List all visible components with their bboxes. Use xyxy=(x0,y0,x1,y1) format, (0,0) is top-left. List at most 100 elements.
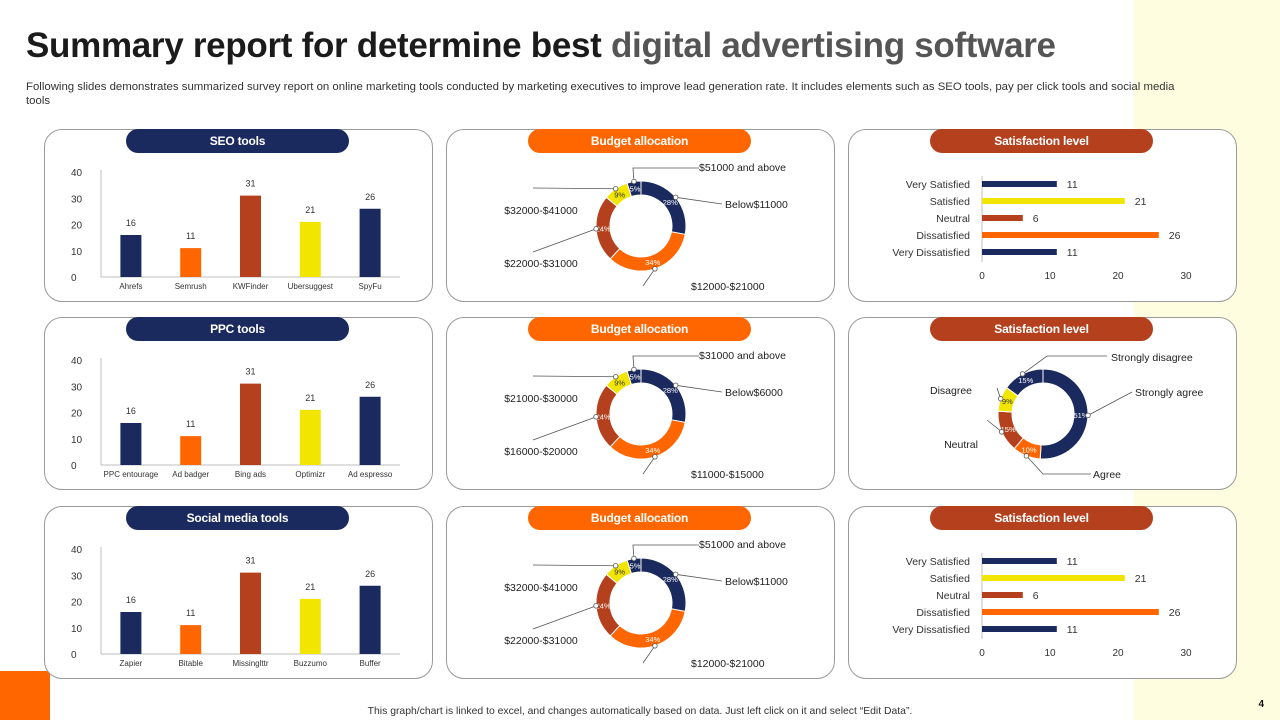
y-tick-label: 0 xyxy=(71,461,77,472)
percent-label: 34% xyxy=(645,635,660,644)
page-number: 4 xyxy=(1258,699,1264,710)
category-label: $51000 and above xyxy=(699,539,786,551)
seo-budget-donut-chart: 28% 34% 24% 9% 5% Below$11000 $12000-$21000 $22… xyxy=(504,162,788,293)
y-tick-label: 10 xyxy=(71,247,83,258)
leader-line xyxy=(532,416,597,441)
data-label: 26 xyxy=(1169,230,1181,242)
percent-label: 9% xyxy=(1002,397,1013,406)
data-label: 31 xyxy=(245,556,255,566)
card-header: Budget allocation xyxy=(528,129,751,153)
data-label: 21 xyxy=(1135,573,1147,585)
bar xyxy=(180,436,202,465)
leader-line xyxy=(632,544,699,559)
card-header: Satisfaction level xyxy=(930,506,1153,530)
data-label: 31 xyxy=(245,367,255,377)
data-label: 21 xyxy=(305,393,315,403)
leader-dot xyxy=(593,226,599,232)
percent-label: 5% xyxy=(630,184,641,193)
y-tick-label: 20 xyxy=(71,409,83,420)
percent-label: 51% xyxy=(1073,411,1088,420)
leader-line xyxy=(675,196,723,205)
bar xyxy=(180,248,202,277)
leader-dot xyxy=(593,603,599,609)
category-label: Strongly agree xyxy=(1135,387,1203,399)
social-tools-bar-chart: 0 10 20 30 40 16 Zapier 11 Bitable 31 Missinglttr 2… xyxy=(71,545,400,668)
leader-line xyxy=(642,645,656,664)
leader-line xyxy=(642,456,656,475)
card-header: PPC tools xyxy=(126,317,349,341)
card-header: Satisfaction level xyxy=(930,129,1153,153)
card-header: Satisfaction level xyxy=(930,317,1153,341)
x-tick-label: 20 xyxy=(1112,271,1124,282)
leader-dot xyxy=(1085,412,1091,419)
percent-label: 28% xyxy=(663,386,678,395)
category-label: Dissatisfied xyxy=(916,607,970,619)
card-header: Budget allocation xyxy=(528,317,751,341)
x-tick-label: Semrush xyxy=(175,282,207,291)
data-label: 16 xyxy=(126,595,136,605)
y-tick-label: 40 xyxy=(71,168,83,179)
percent-label: 9% xyxy=(614,191,625,200)
social-media-tools-card: Social media tools 0 10 20 30 40 16 Zapier 11 Bi… xyxy=(44,506,433,679)
leader-dot xyxy=(613,186,619,192)
leader-dot xyxy=(672,194,679,201)
card-header: SEO tools xyxy=(126,129,349,153)
x-tick-label: PPC entourage xyxy=(104,470,159,479)
data-label: 21 xyxy=(305,205,315,215)
y-tick-label: 30 xyxy=(71,571,83,582)
leader-line xyxy=(532,605,597,630)
y-tick-label: 30 xyxy=(71,194,83,205)
category-label: Below$6000 xyxy=(725,387,783,399)
leader-dot xyxy=(999,429,1005,435)
data-label: 26 xyxy=(365,380,375,390)
category-label: $16000-$20000 xyxy=(504,446,578,458)
x-tick-label: SpyFu xyxy=(359,282,382,291)
seo-satisfaction-card: Satisfaction level 11 Very Satisfied 21 Sat… xyxy=(848,129,1237,302)
x-tick-label: 30 xyxy=(1180,648,1192,659)
bar xyxy=(982,181,1057,187)
data-label: 16 xyxy=(126,406,136,416)
leader-line xyxy=(532,187,616,190)
donut-slice xyxy=(640,368,687,424)
leader-dot xyxy=(613,563,619,569)
category-label: $21000-$30000 xyxy=(504,393,578,405)
bar xyxy=(120,235,142,277)
leader-line xyxy=(986,419,1002,433)
seo-tools-card: SEO tools 0 10 20 30 40 16 Ahrefs 11 Semrush 31 KW… xyxy=(44,129,433,302)
percent-label: 28% xyxy=(663,198,678,207)
category-label: Very Satisfied xyxy=(906,556,970,568)
bar xyxy=(120,612,142,654)
category-label: $12000-$21000 xyxy=(691,281,765,293)
data-label: 11 xyxy=(1067,247,1078,259)
social-satisfaction-bar-chart: 11 Very Satisfied 21 Satisfied 6 Neutral 26 Dis… xyxy=(892,553,1192,659)
leader-dot xyxy=(631,366,637,373)
bar xyxy=(982,626,1057,632)
leader-line xyxy=(632,355,699,370)
leader-line xyxy=(675,384,723,393)
percent-label: 24% xyxy=(596,412,611,421)
y-tick-label: 0 xyxy=(71,650,77,661)
x-tick-label: Buzzumo xyxy=(294,659,328,668)
data-label: 6 xyxy=(1033,590,1039,602)
percent-label: 9% xyxy=(614,568,625,577)
category-label: Below$11000 xyxy=(725,576,788,588)
x-tick-label: 10 xyxy=(1044,271,1056,282)
category-label: Neutral xyxy=(944,439,978,451)
percent-label: 34% xyxy=(645,446,660,455)
percent-label: 28% xyxy=(663,575,678,584)
leader-dot xyxy=(613,374,619,380)
y-tick-label: 10 xyxy=(71,624,83,635)
data-label: 26 xyxy=(365,569,375,579)
leader-line xyxy=(632,167,699,182)
bar xyxy=(299,221,321,277)
card-header: Social media tools xyxy=(126,506,349,530)
bar xyxy=(240,383,261,465)
category-label: $32000-$41000 xyxy=(504,205,578,217)
x-tick-label: Buffer xyxy=(359,659,381,668)
x-tick-label: Missinglttr xyxy=(232,659,268,668)
category-label: $32000-$41000 xyxy=(504,582,578,594)
y-tick-label: 40 xyxy=(71,545,83,556)
leader-line xyxy=(532,228,597,253)
social-satisfaction-card: Satisfaction level 11 Very Satisfied 21 Sat… xyxy=(848,506,1237,679)
percent-label: 10% xyxy=(1022,445,1037,454)
